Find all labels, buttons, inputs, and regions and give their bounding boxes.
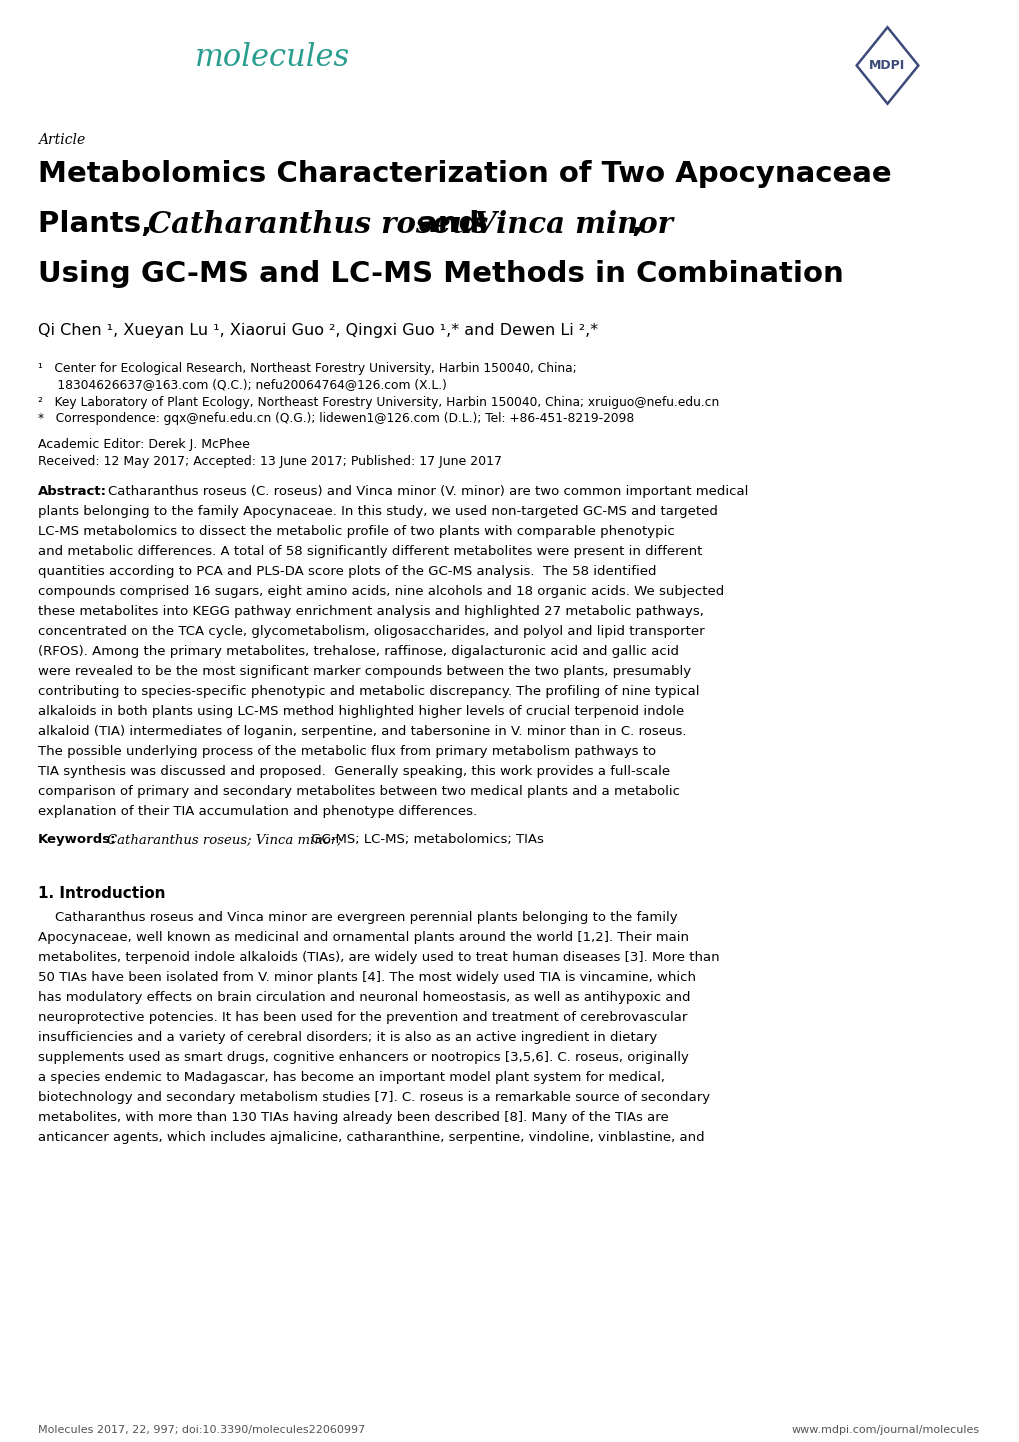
Text: anticancer agents, which includes ajmalicine, catharanthine, serpentine, vindoli: anticancer agents, which includes ajmali… [38, 1131, 704, 1144]
Text: contributing to species-specific phenotypic and metabolic discrepancy. The profi: contributing to species-specific phenoty… [38, 685, 699, 698]
Text: ,: , [631, 211, 642, 238]
Text: alkaloid (TIA) intermediates of loganin, serpentine, and tabersonine in V. minor: alkaloid (TIA) intermediates of loganin,… [38, 725, 686, 738]
Text: Vinca minor: Vinca minor [474, 211, 673, 239]
Text: explanation of their TIA accumulation and phenotype differences.: explanation of their TIA accumulation an… [38, 805, 477, 818]
Text: and: and [408, 211, 489, 238]
Text: molecules: molecules [195, 42, 350, 74]
Text: Academic Editor: Derek J. McPhee: Academic Editor: Derek J. McPhee [38, 438, 250, 451]
Text: ²   Key Laboratory of Plant Ecology, Northeast Forestry University, Harbin 15004: ² Key Laboratory of Plant Ecology, North… [38, 397, 718, 410]
Text: biotechnology and secondary metabolism studies [7]. C. roseus is a remarkable so: biotechnology and secondary metabolism s… [38, 1092, 709, 1105]
Text: Metabolomics Characterization of Two Apocynaceae: Metabolomics Characterization of Two Apo… [38, 160, 891, 187]
Text: 50 TIAs have been isolated from V. minor plants [4]. The most widely used TIA is: 50 TIAs have been isolated from V. minor… [38, 970, 695, 983]
Text: supplements used as smart drugs, cognitive enhancers or nootropics [3,5,6]. C. r: supplements used as smart drugs, cogniti… [38, 1051, 688, 1064]
Text: Catharanthus roseus and Vinca minor are evergreen perennial plants belonging to : Catharanthus roseus and Vinca minor are … [38, 911, 677, 924]
Text: were revealed to be the most significant marker compounds between the two plants: were revealed to be the most significant… [38, 665, 691, 678]
Text: neuroprotective potencies. It has been used for the prevention and treatment of : neuroprotective potencies. It has been u… [38, 1011, 687, 1024]
Text: has modulatory effects on brain circulation and neuronal homeostasis, as well as: has modulatory effects on brain circulat… [38, 991, 690, 1004]
Text: Using GC-MS and LC-MS Methods in Combination: Using GC-MS and LC-MS Methods in Combina… [38, 260, 843, 288]
Text: metabolites, terpenoid indole alkaloids (TIAs), are widely used to treat human d: metabolites, terpenoid indole alkaloids … [38, 952, 719, 965]
Text: *   Correspondence: gqx@nefu.edu.cn (Q.G.); lidewen1@126.com (D.L.); Tel: +86-45: * Correspondence: gqx@nefu.edu.cn (Q.G.)… [38, 412, 634, 425]
Text: Catharanthus roseus (C. roseus) and Vinca minor (V. minor) are two common import: Catharanthus roseus (C. roseus) and Vinc… [108, 485, 748, 497]
Text: Received: 12 May 2017; Accepted: 13 June 2017; Published: 17 June 2017: Received: 12 May 2017; Accepted: 13 June… [38, 456, 501, 469]
Text: metabolites, with more than 130 TIAs having already been described [8]. Many of : metabolites, with more than 130 TIAs hav… [38, 1110, 668, 1123]
Text: LC-MS metabolomics to dissect the metabolic profile of two plants with comparabl: LC-MS metabolomics to dissect the metabo… [38, 525, 675, 538]
Text: Catharanthus roseus; Vinca minor;: Catharanthus roseus; Vinca minor; [107, 833, 341, 846]
Text: 1. Introduction: 1. Introduction [38, 885, 165, 901]
Text: (RFOS). Among the primary metabolites, trehalose, raffinose, digalacturonic acid: (RFOS). Among the primary metabolites, t… [38, 645, 679, 658]
Text: GC-MS; LC-MS; metabolomics; TIAs: GC-MS; LC-MS; metabolomics; TIAs [307, 833, 543, 846]
Text: Keywords:: Keywords: [38, 833, 116, 846]
Text: Article: Article [38, 133, 86, 147]
Text: a species endemic to Madagascar, has become an important model plant system for : a species endemic to Madagascar, has bec… [38, 1071, 664, 1084]
Text: The possible underlying process of the metabolic flux from primary metabolism pa: The possible underlying process of the m… [38, 746, 655, 758]
Text: compounds comprised 16 sugars, eight amino acids, nine alcohols and 18 organic a: compounds comprised 16 sugars, eight ami… [38, 585, 723, 598]
Text: 18304626637@163.com (Q.C.); nefu20064764@126.com (X.L.): 18304626637@163.com (Q.C.); nefu20064764… [38, 378, 446, 391]
Text: insufficiencies and a variety of cerebral disorders; it is also as an active ing: insufficiencies and a variety of cerebra… [38, 1031, 656, 1044]
Text: MDPI: MDPI [868, 59, 905, 72]
Text: quantities according to PCA and PLS-DA score plots of the GC-MS analysis.  The 5: quantities according to PCA and PLS-DA s… [38, 565, 656, 578]
Text: alkaloids in both plants using LC-MS method highlighted higher levels of crucial: alkaloids in both plants using LC-MS met… [38, 705, 684, 718]
Text: ¹   Center for Ecological Research, Northeast Forestry University, Harbin 150040: ¹ Center for Ecological Research, Northe… [38, 362, 576, 375]
Text: Plants,: Plants, [38, 211, 162, 238]
Text: www.mdpi.com/journal/molecules: www.mdpi.com/journal/molecules [791, 1425, 979, 1435]
Text: comparison of primary and secondary metabolites between two medical plants and a: comparison of primary and secondary meta… [38, 784, 680, 797]
Text: plants belonging to the family Apocynaceae. In this study, we used non-targeted : plants belonging to the family Apocynace… [38, 505, 717, 518]
Text: Molecules 2017, 22, 997; doi:10.3390/molecules22060997: Molecules 2017, 22, 997; doi:10.3390/mol… [38, 1425, 365, 1435]
Text: concentrated on the TCA cycle, glycometabolism, oligosaccharides, and polyol and: concentrated on the TCA cycle, glycometa… [38, 624, 704, 637]
Text: Apocynaceae, well known as medicinal and ornamental plants around the world [1,2: Apocynaceae, well known as medicinal and… [38, 932, 688, 945]
Text: Abstract:: Abstract: [38, 485, 107, 497]
Text: ✦: ✦ [100, 55, 121, 79]
Text: these metabolites into KEGG pathway enrichment analysis and highlighted 27 metab: these metabolites into KEGG pathway enri… [38, 606, 703, 619]
Text: Catharanthus roseus: Catharanthus roseus [148, 211, 488, 239]
Text: and metabolic differences. A total of 58 significantly different metabolites wer: and metabolic differences. A total of 58… [38, 545, 702, 558]
Text: TIA synthesis was discussed and proposed.  Generally speaking, this work provide: TIA synthesis was discussed and proposed… [38, 766, 669, 779]
Text: Qi Chen ¹, Xueyan Lu ¹, Xiaorui Guo ², Qingxi Guo ¹,* and Dewen Li ²,*: Qi Chen ¹, Xueyan Lu ¹, Xiaorui Guo ², Q… [38, 323, 597, 337]
